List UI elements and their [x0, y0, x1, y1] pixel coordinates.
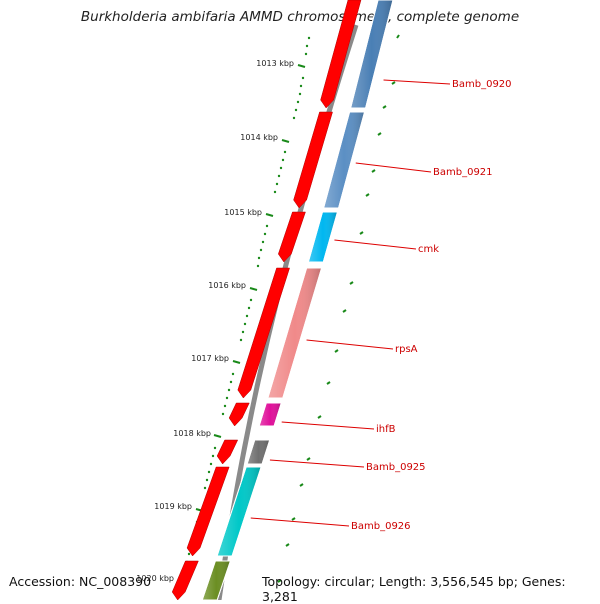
scale-tick-label: 1020 kbp — [136, 574, 174, 583]
forward-strand-arrow[interactable] — [171, 560, 199, 600]
gene-block-shading — [267, 267, 323, 399]
gene-label[interactable]: cmk — [418, 244, 439, 255]
scale-tick-label: 1017 kbp — [191, 354, 229, 363]
scale-tick-label: 1016 kbp — [208, 281, 246, 290]
forward-strand-arrow[interactable] — [278, 211, 306, 263]
gene-block-shading — [201, 560, 232, 600]
gene-block-shading — [322, 111, 366, 209]
gene-label[interactable]: rpsA — [395, 344, 418, 355]
forward-strand-arrow[interactable] — [216, 439, 239, 465]
genome-title: Burkholderia ambifaria AMMD chromosome 1… — [80, 9, 520, 25]
label-leader-line — [269, 459, 365, 468]
forward-strand-arrow[interactable] — [320, 0, 362, 109]
label-leader-line — [250, 517, 350, 527]
scale-tick-label: 1019 kbp — [154, 502, 192, 511]
scale-tick-label: 1018 kbp — [173, 429, 211, 438]
gene-label[interactable]: Bamb_0920 — [452, 79, 512, 90]
gene-block-shading — [349, 0, 394, 109]
label-leader-line — [355, 162, 432, 173]
scale-tick-label: 1014 kbp — [240, 133, 278, 142]
forward-strand-arrow[interactable] — [228, 402, 250, 427]
scale-dots — [185, 36, 311, 564]
label-leader-line — [334, 239, 417, 250]
label-leader-line — [281, 421, 375, 430]
scale-ticks — [177, 64, 306, 585]
scale-tick-label: 1015 kbp — [224, 208, 262, 217]
gene-label[interactable]: Bamb_0925 — [366, 462, 426, 473]
gene-label[interactable]: ihfB — [376, 424, 396, 435]
scale-ruler: 1013 kbp 1014 kbp 1015 kbp 1016 kbp 1017… — [136, 36, 311, 585]
gene-block-shading — [307, 211, 339, 263]
gene-label[interactable]: Bamb_0921 — [433, 167, 493, 178]
scale-tick-label: 1013 kbp — [256, 59, 294, 68]
label-leader-line — [383, 79, 451, 85]
gene-block-shading — [216, 466, 262, 557]
forward-strand-arrow[interactable] — [293, 111, 333, 209]
forward-strand-arrow[interactable] — [186, 466, 230, 557]
label-leader-line — [306, 339, 394, 350]
outer-track-dashes — [277, 34, 400, 583]
forward-strand-arrow[interactable] — [237, 267, 290, 399]
gene-block-shading — [258, 402, 282, 427]
gene-block-shading — [246, 439, 271, 465]
feature-tracks — [171, 0, 394, 600]
accession-text: Accession: NC_008390 — [9, 574, 152, 589]
gene-label[interactable]: Bamb_0926 — [351, 521, 411, 532]
